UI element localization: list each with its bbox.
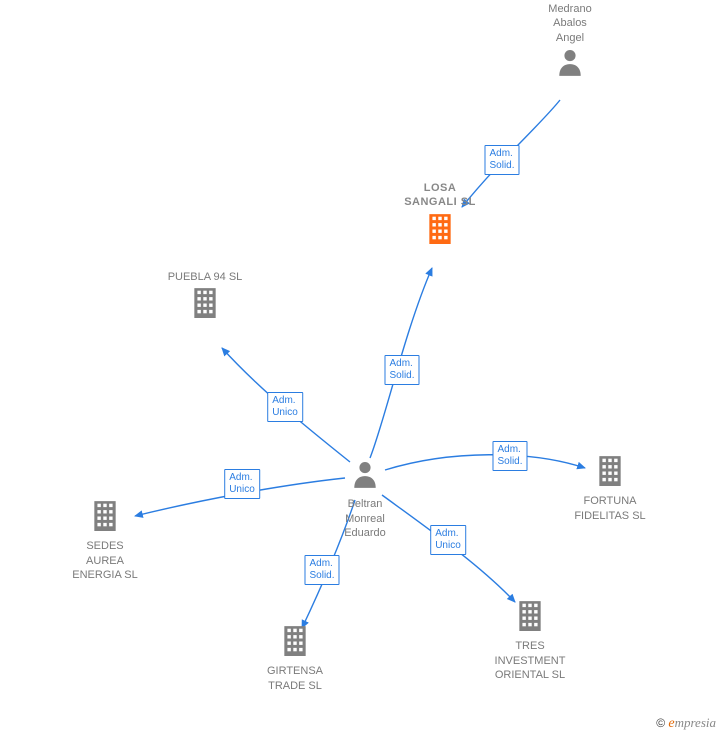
node-label-sedes: SEDESAUREAENERGIA SL: [45, 539, 165, 582]
node-girtensa[interactable]: GIRTENSATRADE SL: [235, 624, 355, 693]
node-puebla[interactable]: PUEBLA 94 SL: [145, 270, 265, 323]
node-losa[interactable]: LOSASANGALI SL: [380, 181, 500, 248]
edge-label-beltran-fortuna: Adm.Solid.: [492, 441, 527, 471]
copyright-symbol: ©: [656, 716, 665, 730]
node-label-beltran: BeltranMonrealEduardo: [305, 497, 425, 540]
building-icon: [235, 624, 355, 660]
building-icon: [550, 454, 670, 490]
node-label-girtensa: GIRTENSATRADE SL: [235, 664, 355, 693]
edge-label-beltran-girtensa: Adm.Solid.: [304, 555, 339, 585]
edge-label-beltran-sedes: Adm.Unico: [224, 469, 260, 499]
node-label-tres: TRESINVESTMENTORIENTAL SL: [470, 639, 590, 682]
edge-label-beltran-tres: Adm.Unico: [430, 525, 466, 555]
node-beltran[interactable]: BeltranMonrealEduardo: [305, 459, 425, 540]
node-medrano[interactable]: MedranoAbalosAngel: [510, 2, 630, 81]
edges-layer: [0, 0, 728, 740]
node-label-fortuna: FORTUNAFIDELITAS SL: [550, 494, 670, 523]
person-icon: [305, 459, 425, 493]
edge-label-beltran-puebla: Adm.Unico: [267, 392, 303, 422]
building-icon: [470, 599, 590, 635]
node-fortuna[interactable]: FORTUNAFIDELITAS SL: [550, 454, 670, 523]
node-label-losa: LOSASANGALI SL: [380, 181, 500, 210]
building-icon: [380, 212, 500, 248]
edge-label-medrano-losa: Adm.Solid.: [484, 145, 519, 175]
node-tres[interactable]: TRESINVESTMENTORIENTAL SL: [470, 599, 590, 682]
node-label-medrano: MedranoAbalosAngel: [510, 2, 630, 45]
building-icon: [45, 499, 165, 535]
edge-label-beltran-losa: Adm.Solid.: [384, 355, 419, 385]
brand-rest: mpresia: [675, 715, 716, 730]
building-icon: [145, 286, 265, 322]
diagram-canvas: MedranoAbalosAngel LOSASANGALI SL PUEBLA 9…: [0, 0, 728, 740]
footer-credit: © empresia: [656, 715, 716, 732]
node-sedes[interactable]: SEDESAUREAENERGIA SL: [45, 499, 165, 582]
person-icon: [510, 47, 630, 81]
node-label-puebla: PUEBLA 94 SL: [145, 270, 265, 284]
